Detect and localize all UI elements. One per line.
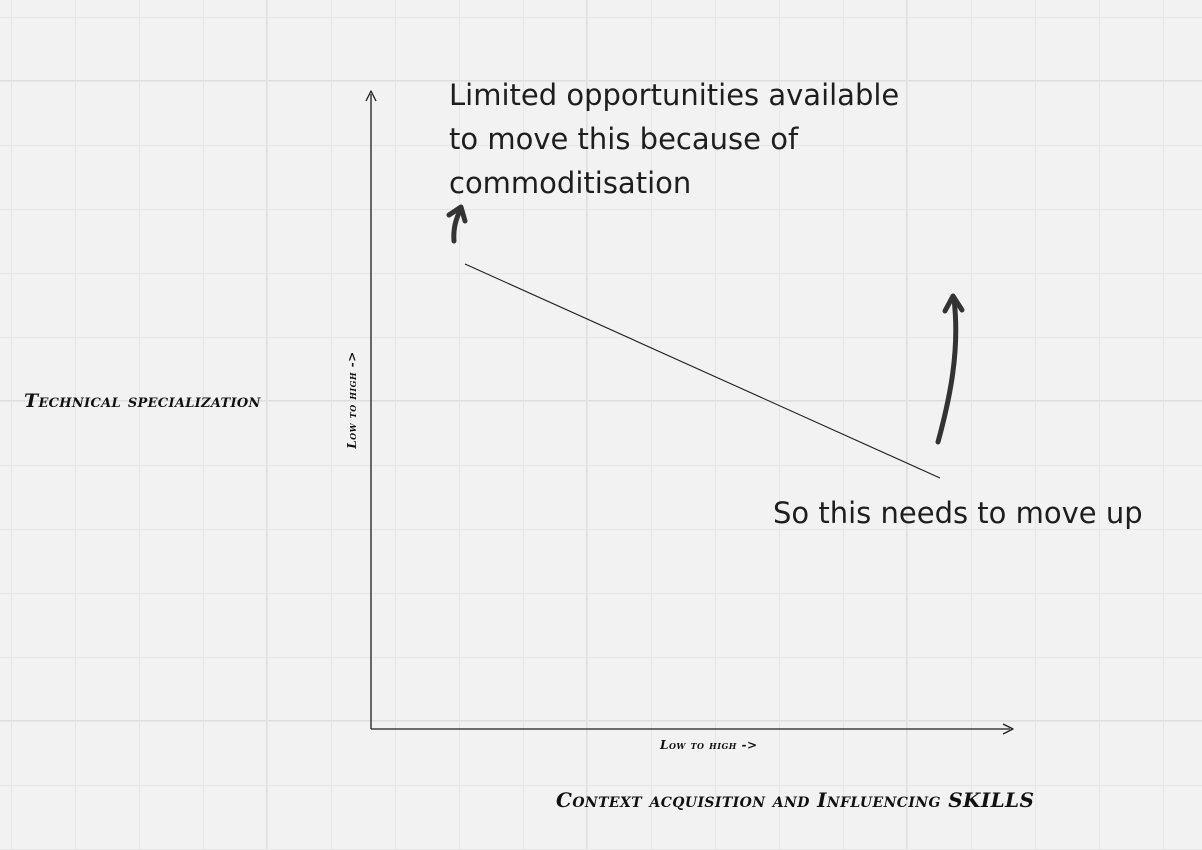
y-axis-title[interactable]: Technical specialization (24, 390, 261, 412)
x-axis (371, 723, 1014, 735)
x-axis-title[interactable]: Context acquisition and Influencing SKIL… (556, 788, 1035, 812)
commoditisation-note[interactable]: Limited opportunities available to move … (449, 78, 900, 200)
y-axis (365, 90, 377, 729)
small-up-arrow-icon[interactable] (446, 204, 468, 244)
x-axis-range-label[interactable]: Low to high -> (660, 738, 758, 752)
move-up-note[interactable]: So this needs to move up (773, 496, 1143, 530)
y-axis-range-label[interactable]: Low to high -> (345, 351, 359, 449)
tradeoff-line[interactable] (464, 263, 941, 479)
large-up-arrow-icon[interactable] (935, 293, 965, 445)
